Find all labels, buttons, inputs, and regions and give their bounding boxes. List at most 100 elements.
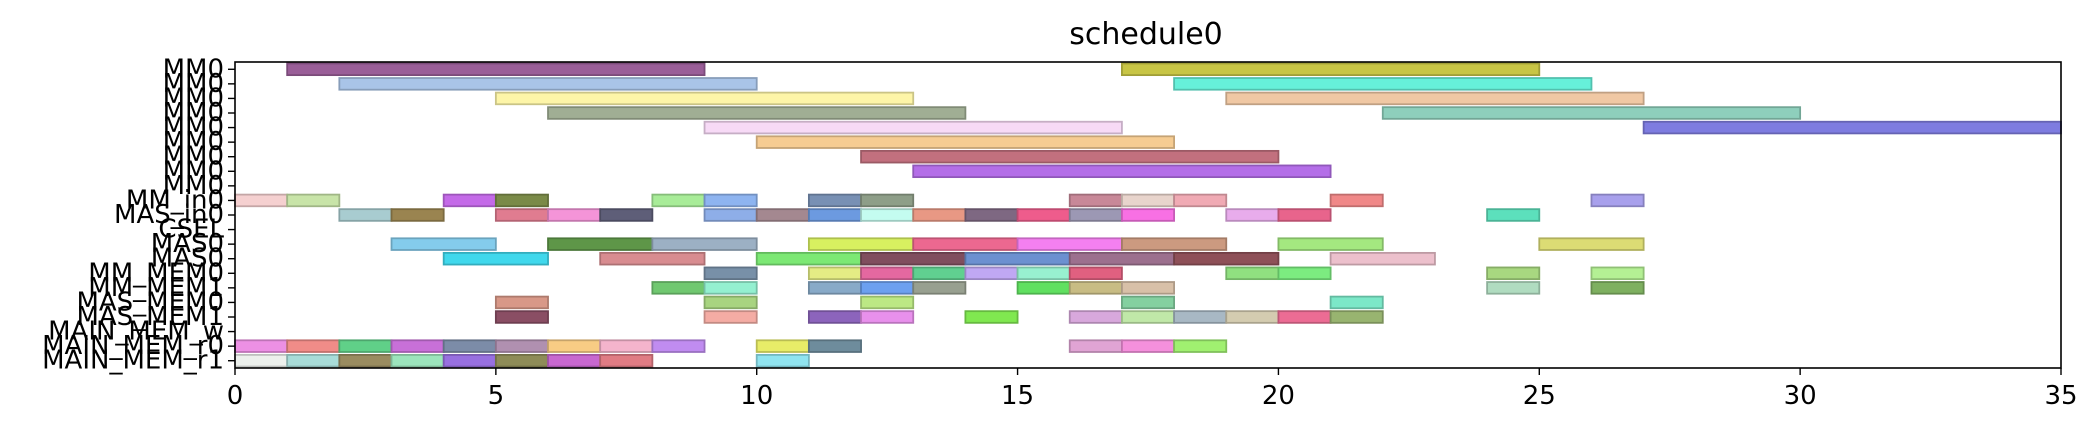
x-tick-label: 10 [740, 381, 773, 411]
y-tick-label: MAS_MEM1 [76, 302, 224, 332]
task-bar-mas-mem1-87 [703, 310, 758, 324]
task-bar-mm-in0-18 [703, 193, 758, 208]
task-bar-mas-mem0-81 [494, 295, 549, 310]
task-bar-mm-mem1-73 [807, 281, 862, 295]
task-bar-mas-in0-26 [338, 208, 393, 222]
y-axis: MM0MM0MM0MM0MM0MM0MM0MM0MM0MM_in0MAS_in0… [42, 54, 235, 376]
task-bar-mm-mem0-60 [703, 266, 758, 281]
task-bar-mm-mem0-68 [1277, 266, 1332, 281]
task-bar-mm-mem1-78 [1121, 281, 1175, 295]
task-bar-main-mem-r0-109 [1121, 339, 1175, 353]
task-bar-main-mem-r1-116 [494, 353, 549, 368]
task-bar-main-mem-r1-117 [547, 353, 602, 368]
task-bar-main-mem-r1-113 [338, 353, 393, 368]
y-tick-label: MM_in0 [126, 185, 224, 215]
x-axis: 0 5 10 15 20 25 30 35 [227, 368, 2078, 411]
task-bar-mm-mem0-61 [807, 266, 862, 281]
task-bar-mas-in0-37 [1016, 208, 1071, 222]
task-bar-mas-in0-29 [547, 208, 602, 222]
task-bar-main-mem-r0-110 [1173, 339, 1228, 353]
task-bar-mm-in0-16 [494, 193, 549, 208]
task-bar-main-mem-r0-103 [547, 339, 602, 353]
y-tick-label: CSEL [158, 215, 224, 245]
task-bar-main-mem-r0-102 [494, 339, 549, 353]
y-tick-label: MM_MEM1 [88, 273, 224, 303]
task-bar-main-mem-r0-101 [442, 339, 497, 353]
task-bar-main-mem-r1-112 [286, 353, 341, 368]
task-bar-mas-mem1-93 [1173, 310, 1228, 324]
x-tick-label: 30 [1784, 381, 1817, 411]
task-bar-mas-mem1-90 [964, 310, 1019, 324]
task-bar-mas-in0-30 [599, 208, 654, 222]
task-bar-mm-mem1-77 [1068, 281, 1123, 295]
y-tick-label: MM0 [163, 156, 224, 186]
task-bar-mm-mem0-70 [1590, 266, 1645, 281]
task-bar-mas0-48 [1016, 237, 1123, 251]
task-bar-main-mem-r0-107 [807, 339, 862, 353]
task-bar-mas-mem1-96 [1329, 310, 1384, 324]
task-bar-mm-in0-19 [807, 193, 862, 208]
task-bar-mas0-58 [1173, 251, 1280, 266]
task-bar-mas-in0-33 [807, 208, 862, 222]
task-bar-mm-in0-23 [1173, 193, 1228, 208]
task-bar-mas-in0-31 [703, 208, 758, 222]
task-bar-mm0-4 [494, 91, 915, 106]
task-bar-mm-in0-13 [234, 193, 289, 208]
task-bar-main-mem-r0-105 [651, 339, 706, 353]
task-bar-main-mem-r0-100 [390, 339, 445, 353]
task-bar-main-mem-r1-118 [599, 353, 654, 368]
y-tick-label: MAS_in0 [114, 200, 224, 230]
y-tick-label: MAIN_MEM_w [48, 317, 224, 347]
task-bar-mas0-46 [807, 237, 915, 251]
task-bar-mm-mem0-63 [912, 266, 967, 281]
task-bar-mas-in0-42 [1486, 208, 1541, 222]
task-bar-mas-in0-34 [860, 208, 915, 222]
task-bar-main-mem-r0-97 [234, 339, 289, 353]
task-bar-mas-in0-38 [1068, 208, 1123, 222]
task-bar-mm0-2 [338, 77, 758, 91]
task-bar-mm0-1 [1121, 62, 1541, 77]
task-bar-mas0-55 [860, 251, 967, 266]
task-bar-mm-mem0-65 [1016, 266, 1071, 281]
task-bar-mm-mem1-76 [1016, 281, 1071, 295]
task-bar-mm-in0-25 [1590, 193, 1645, 208]
x-tick-label: 25 [1523, 381, 1556, 411]
task-bar-mm-mem1-80 [1590, 281, 1645, 295]
task-bar-mas0-53 [599, 251, 706, 266]
task-bar-mm0-10 [755, 135, 1175, 149]
task-bar-mm-mem1-79 [1486, 281, 1541, 295]
task-bar-mm0-0 [286, 62, 706, 77]
y-tick-label: MM0 [163, 142, 224, 172]
y-tick-label: MM0 [163, 83, 224, 113]
task-bar-mas-mem1-86 [494, 310, 549, 324]
task-bar-mm-in0-17 [651, 193, 706, 208]
task-bar-mas-in0-36 [964, 208, 1019, 222]
task-bar-mm0-11 [860, 149, 1280, 164]
y-tick-label: MM0 [163, 127, 224, 157]
task-bar-mas0-43 [390, 237, 497, 251]
y-tick-label: MAS0 [151, 244, 224, 274]
task-bar-main-mem-r1-115 [442, 353, 497, 368]
task-bar-mm-mem1-74 [860, 281, 915, 295]
task-bar-mas-mem1-92 [1121, 310, 1175, 324]
task-bar-mm0-6 [547, 106, 967, 120]
x-tick-label: 15 [1001, 381, 1034, 411]
y-tick-label: MAS_MEM0 [76, 287, 224, 317]
task-bar-mas0-44 [547, 237, 654, 251]
task-bar-mas-in0-28 [494, 208, 549, 222]
y-tick-label: MAIN_MEM_r1 [42, 346, 224, 376]
task-bar-mm-mem0-67 [1225, 266, 1280, 281]
task-bar-mas-mem1-95 [1277, 310, 1332, 324]
task-bar-mas-mem1-89 [860, 310, 915, 324]
task-bar-mm0-9 [1642, 120, 2062, 135]
task-bar-main-mem-r0-104 [599, 339, 654, 353]
task-bar-mas0-56 [964, 251, 1071, 266]
task-bar-mm-in0-20 [860, 193, 915, 208]
task-bar-mas0-59 [1329, 251, 1436, 266]
task-bar-mas0-49 [1121, 237, 1228, 251]
task-bar-main-mem-r0-108 [1068, 339, 1123, 353]
task-bar-mm0-12 [912, 164, 1332, 179]
task-bar-mm0-8 [703, 120, 1123, 135]
y-tick-label: MAS0 [151, 229, 224, 259]
